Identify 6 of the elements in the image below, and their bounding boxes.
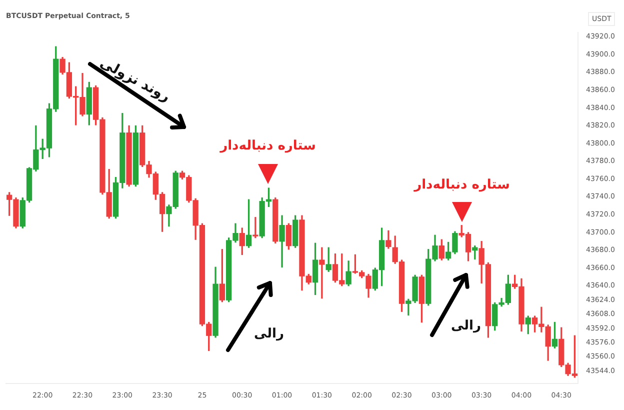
annotation: رالی bbox=[451, 318, 481, 334]
annotation: رالی bbox=[254, 326, 284, 342]
annotation: روند نزولی bbox=[97, 54, 173, 106]
candlestick bbox=[319, 247, 325, 299]
annotation: ستاره دنباله‌دار bbox=[220, 138, 316, 154]
annotation: ستاره دنباله‌دار bbox=[414, 178, 510, 192]
